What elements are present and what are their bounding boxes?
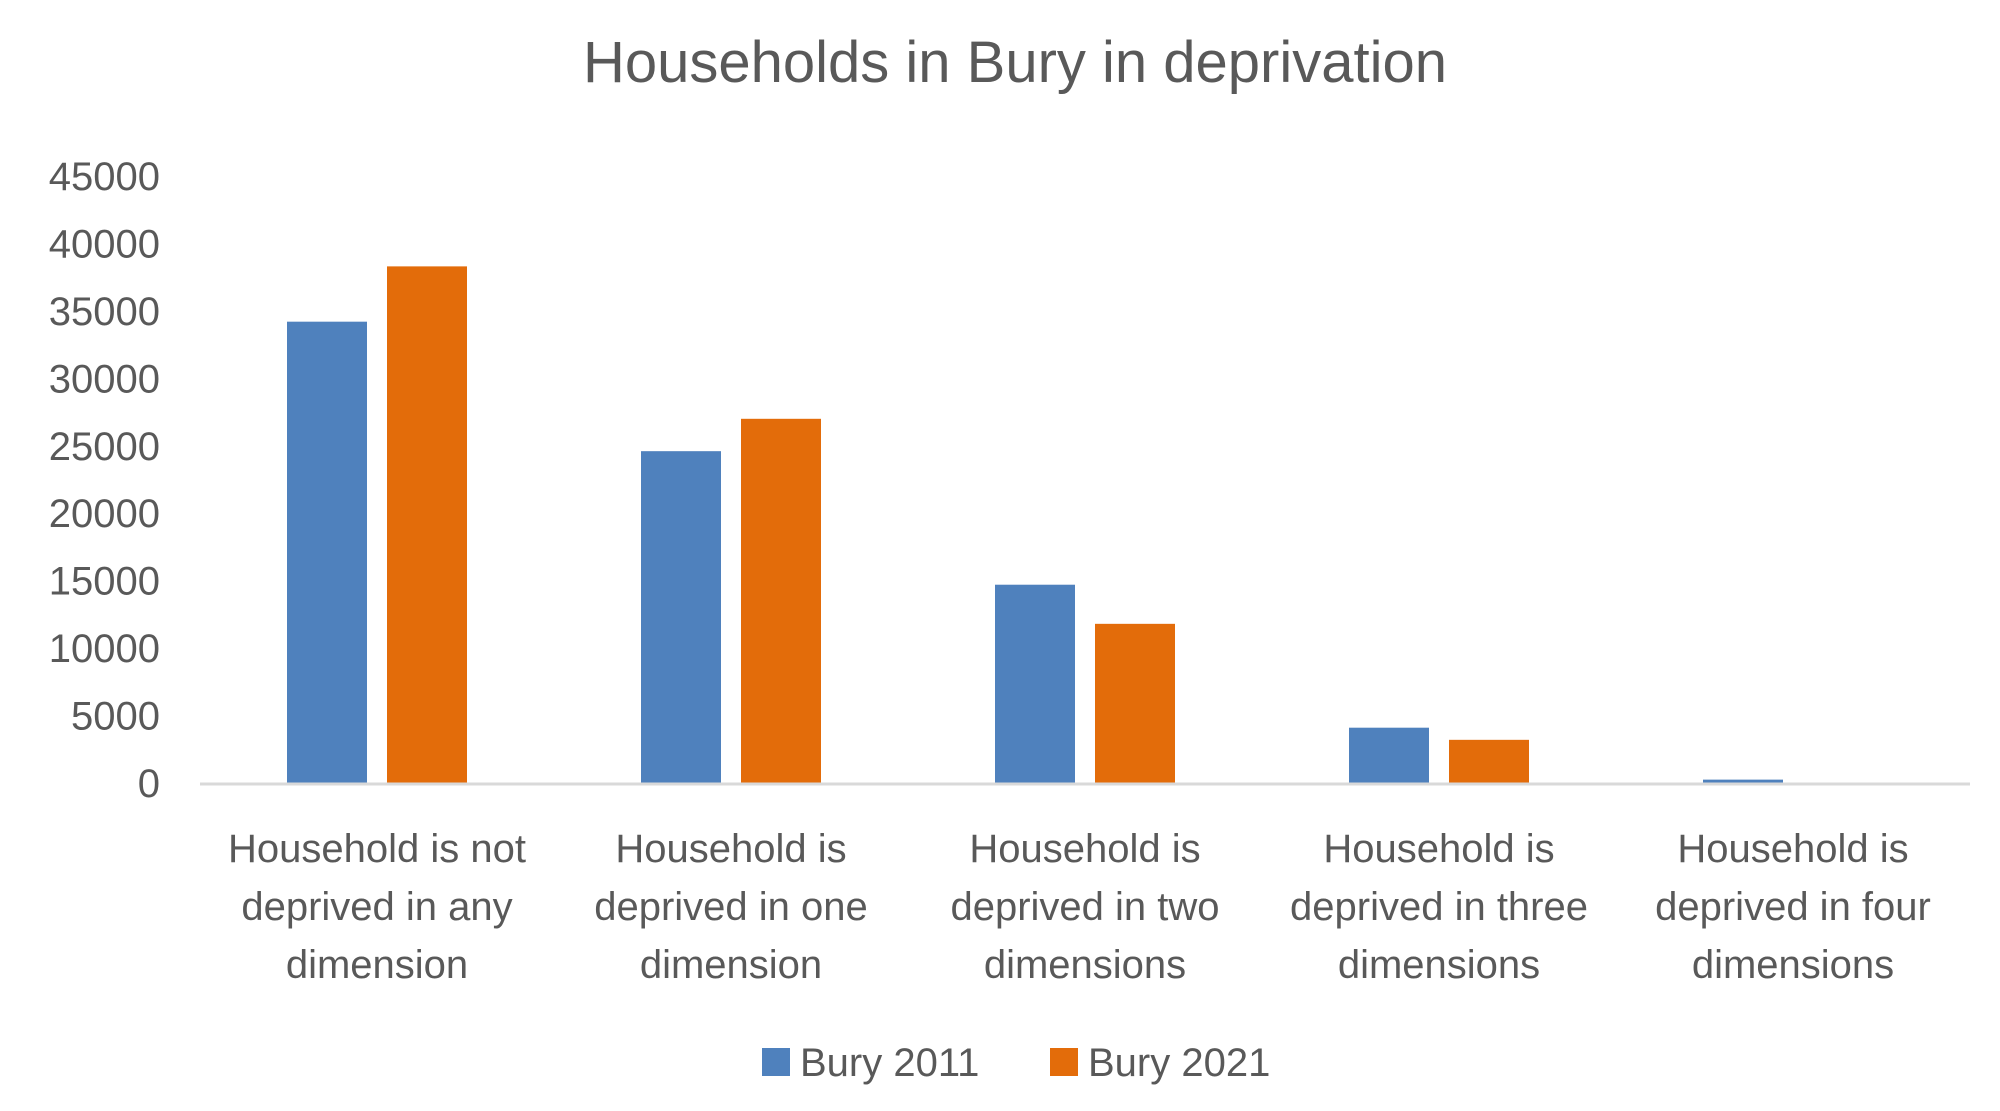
legend-swatch — [1050, 1048, 1078, 1076]
bars — [287, 266, 1783, 783]
y-tick-label: 5000 — [71, 695, 160, 739]
x-tick-label-line: Household is — [1677, 827, 1908, 871]
x-tick-label-line: dimensions — [1692, 943, 1894, 987]
y-tick-label: 40000 — [49, 222, 160, 266]
x-tick-label: Household is deprived in two dimensions — [950, 827, 1219, 987]
legend: Bury 2011 Bury 2021 — [762, 1041, 1270, 1085]
x-tick-label: Household is not deprived in any dimension — [228, 827, 526, 987]
bar-series-1 — [1703, 779, 1783, 783]
x-tick-label-line: deprived in two — [950, 885, 1219, 929]
chart-title: Households in Bury in deprivation — [583, 30, 1447, 95]
bar-series-2 — [1095, 623, 1175, 783]
y-tick-label: 35000 — [49, 290, 160, 334]
y-tick-label: 25000 — [49, 425, 160, 469]
legend-swatch — [762, 1048, 790, 1076]
bar-series-1 — [287, 321, 367, 783]
x-axis: Household is not deprived in any dimension… — [228, 827, 1931, 987]
x-tick-label: Household is deprived in four dimensions — [1655, 827, 1931, 987]
bar-series-1 — [995, 584, 1075, 783]
x-tick-label-line: dimensions — [984, 943, 1186, 987]
x-tick-label-line: Household is — [969, 827, 1200, 871]
y-tick-label: 45000 — [49, 155, 160, 199]
y-tick-label: 20000 — [49, 492, 160, 536]
x-tick-label: Household is deprived in three dimensions — [1290, 827, 1588, 987]
bar-series-1 — [1349, 727, 1429, 783]
x-tick-label-line: deprived in one — [594, 885, 868, 929]
bar-series-2 — [741, 418, 821, 783]
legend-label: Bury 2011 — [800, 1041, 979, 1085]
x-tick-label-line: deprived in three — [1290, 885, 1588, 929]
y-tick-label: 30000 — [49, 357, 160, 401]
x-tick-label-line: dimension — [640, 943, 822, 987]
x-tick-label: Household is deprived in one dimension — [594, 827, 868, 987]
legend-label: Bury 2021 — [1088, 1041, 1270, 1085]
y-axis: 0 5000 10000 15000 20000 25000 30000 35000 40000… — [49, 155, 160, 806]
x-tick-label-line: deprived in four — [1655, 885, 1931, 929]
x-tick-label-line: dimensions — [1338, 943, 1540, 987]
bar-series-2 — [387, 266, 467, 783]
x-tick-label-line: dimension — [286, 943, 468, 987]
x-tick-label-line: Household is — [1323, 827, 1554, 871]
x-tick-label-line: deprived in any — [241, 885, 512, 929]
bar-series-1 — [641, 451, 721, 783]
y-tick-label: 15000 — [49, 560, 160, 604]
y-tick-label: 0 — [138, 762, 160, 806]
x-tick-label-line: Household is — [615, 827, 846, 871]
x-tick-label-line: Household is not — [228, 827, 526, 871]
y-tick-label: 10000 — [49, 627, 160, 671]
bar-series-2 — [1449, 739, 1529, 783]
